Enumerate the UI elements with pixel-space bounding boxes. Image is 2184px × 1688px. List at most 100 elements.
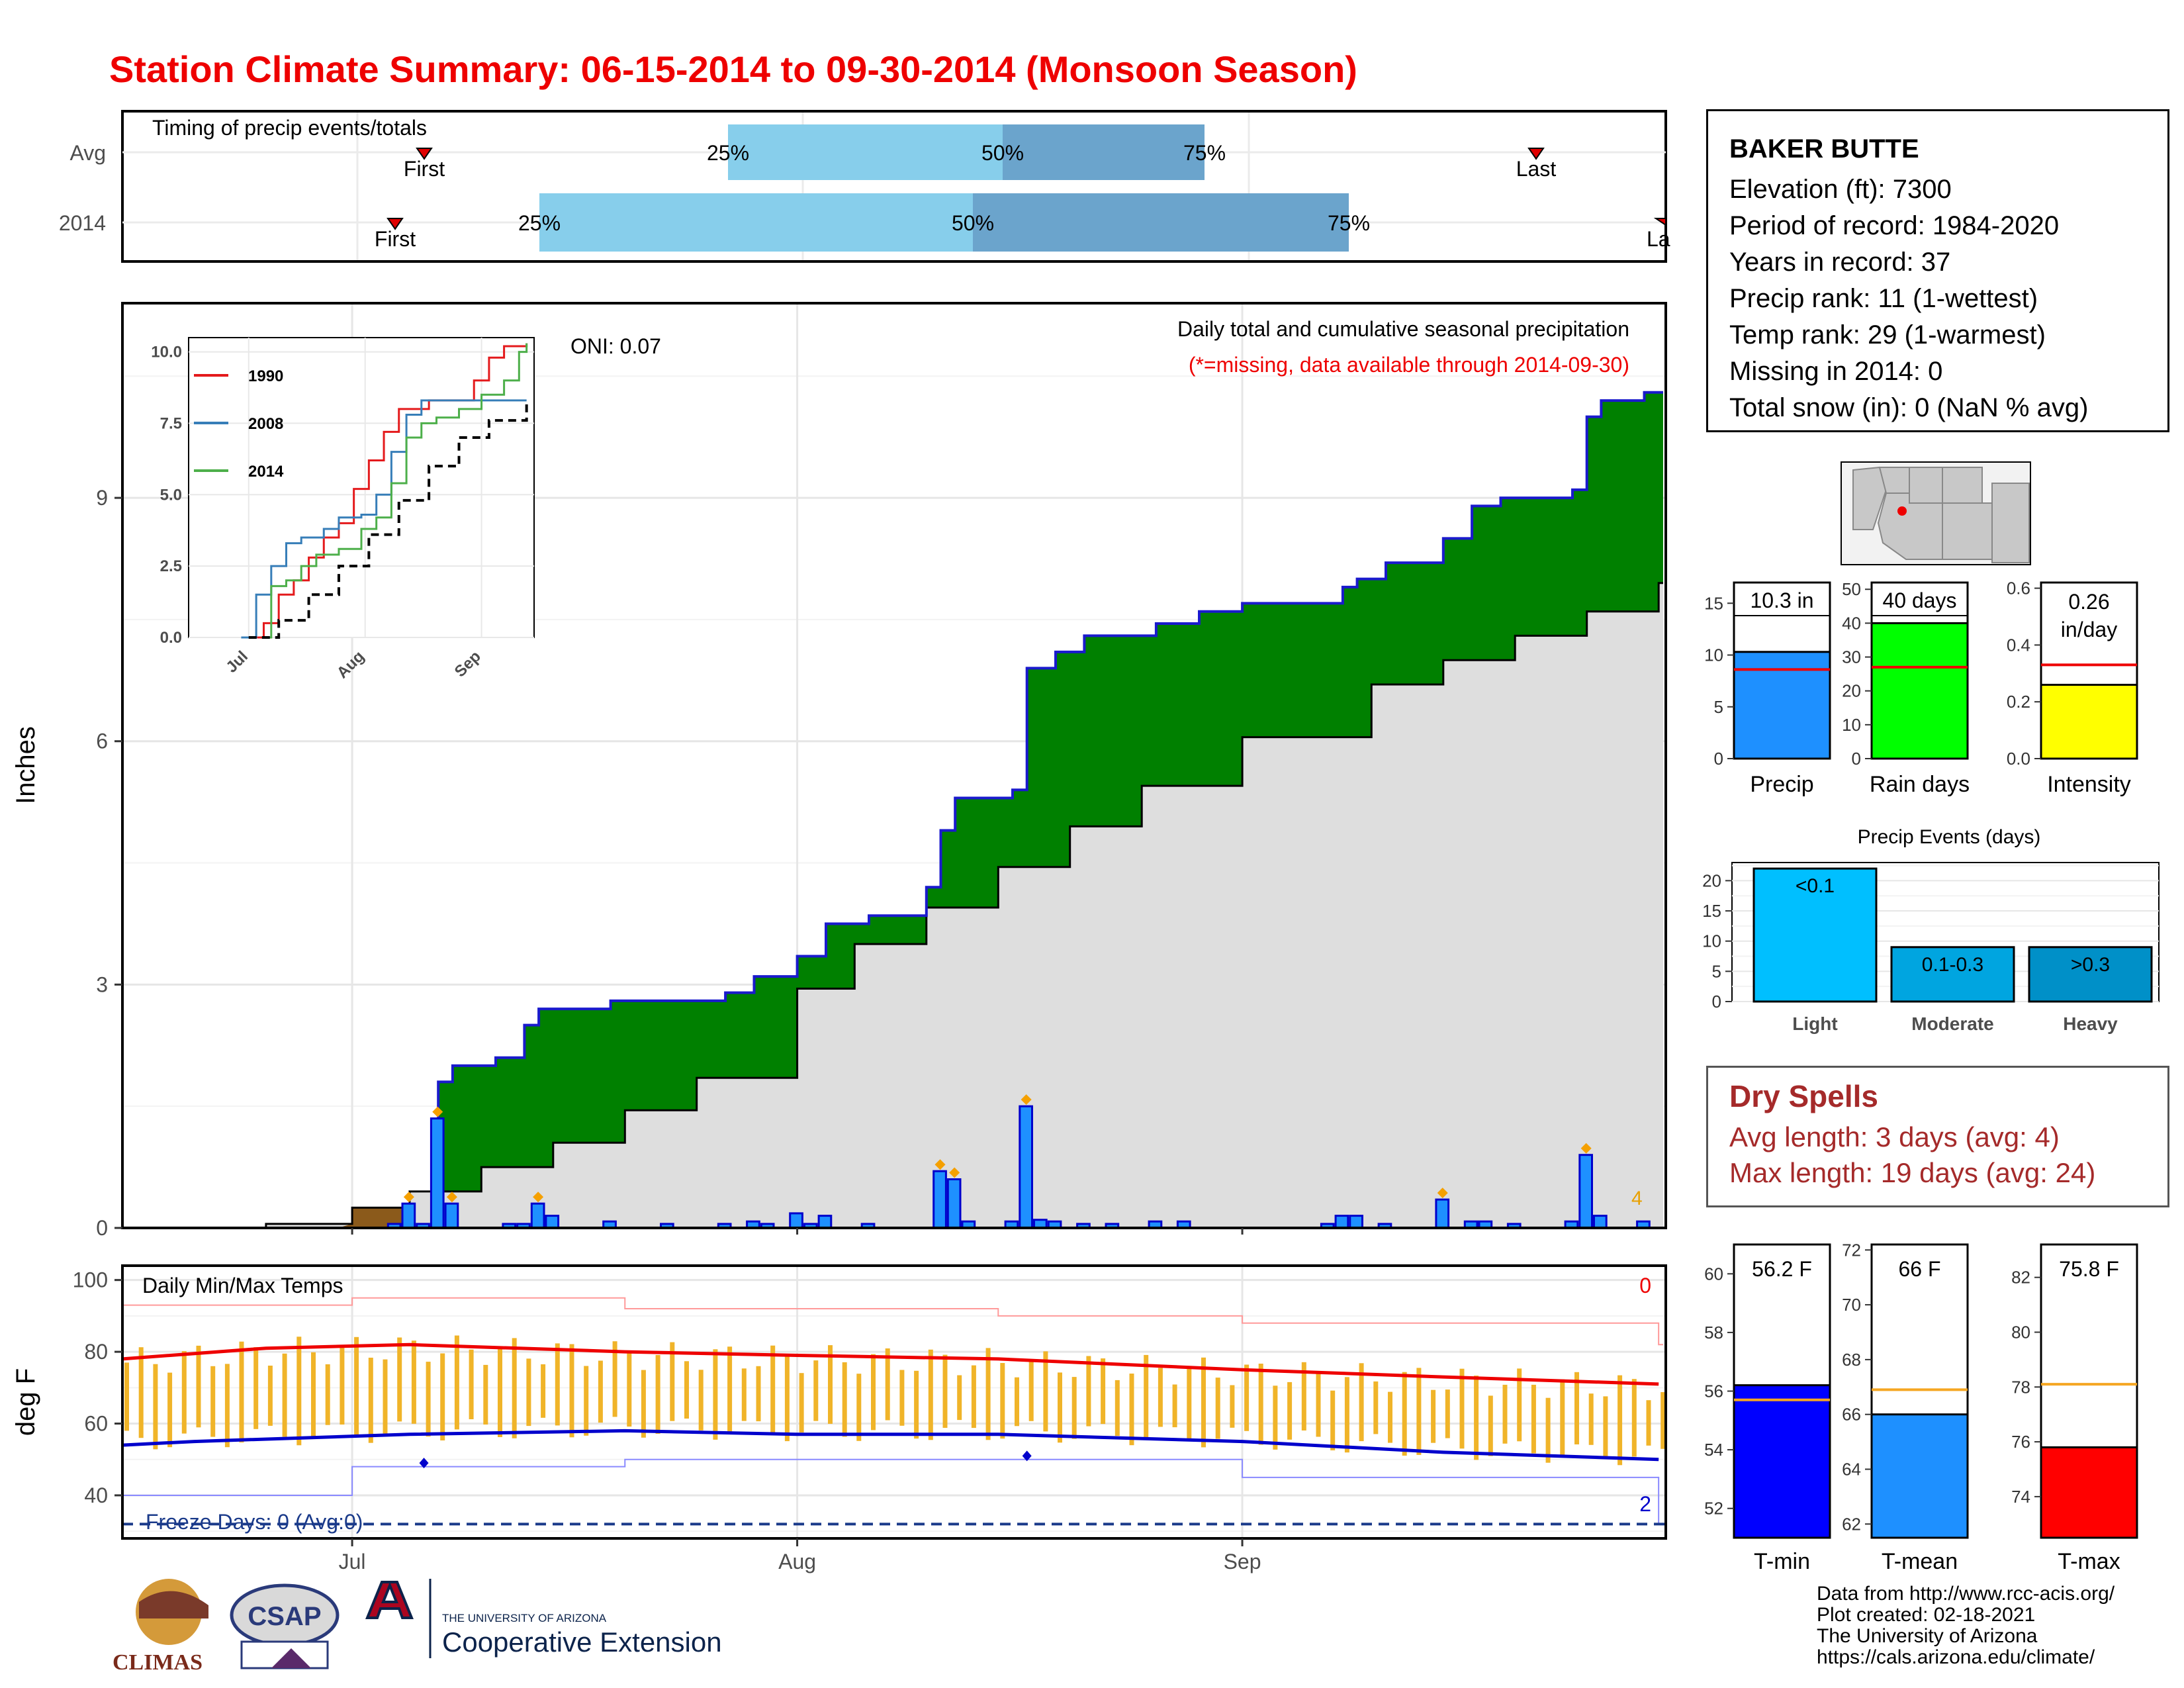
summary-value-unit: in/day xyxy=(2061,618,2117,641)
events-bar xyxy=(1752,867,1878,1003)
timing-avg-bar-50-75 xyxy=(1003,124,1205,180)
station-snow: Total snow (in): 0 (NaN % avg) xyxy=(1729,393,2089,422)
temp-daily-range-bar xyxy=(541,1364,546,1418)
temp-daily-range-bar xyxy=(741,1368,747,1421)
temp-daily-range-bar xyxy=(167,1372,173,1448)
station-precip-rank: Precip rank: 11 (1-wettest) xyxy=(1729,284,2038,313)
dry-spells-title: Dry Spells xyxy=(1729,1079,1878,1113)
temp-daily-range-bar xyxy=(1287,1382,1293,1440)
timing-2014-p50: 50% xyxy=(952,211,994,235)
credits: Data from http://www.rcc-acis.org/ Plot … xyxy=(1817,1583,2115,1668)
temp-y-label: deg F xyxy=(11,1368,40,1436)
temp-daily-range-bar xyxy=(655,1355,660,1434)
daily-precip-bar xyxy=(430,1117,445,1229)
events-y-tick-label: 20 xyxy=(1702,870,1721,890)
inset-gridlines xyxy=(189,338,534,638)
events-y-tick-label: 5 xyxy=(1712,961,1721,981)
month-tick-label: Aug xyxy=(778,1550,816,1573)
events-bar-label: <0.1 xyxy=(1796,875,1835,897)
temp-daily-range-bar xyxy=(1661,1392,1666,1449)
temp-daily-range-bar xyxy=(397,1337,402,1422)
temp-daily-range-bar xyxy=(942,1354,948,1428)
precip-y-axis: 0 3 6 9 xyxy=(96,486,122,1240)
record-max-line xyxy=(122,1297,1663,1346)
temp-daily-range-bar xyxy=(727,1346,733,1434)
temp-daily-range-bar xyxy=(296,1336,302,1446)
daily-precip-max-marker xyxy=(533,1192,544,1203)
summary-y-tick-label: 0 xyxy=(1852,749,1861,769)
summary-y-tick-label: 0.0 xyxy=(2007,749,2030,769)
inset-line-1990 xyxy=(248,343,528,639)
daily-precip-bar xyxy=(789,1212,803,1229)
temp-daily-range-bar xyxy=(1316,1372,1321,1437)
temp-daily-range-bar xyxy=(368,1358,373,1443)
temp-daily-range-bar xyxy=(842,1362,847,1437)
dry-spells-max: Max length: 19 days (avg: 24) xyxy=(1729,1157,2096,1188)
temp-summary-y-tick-label: 82 xyxy=(2011,1268,2030,1288)
temp-panel-frame xyxy=(121,1264,1667,1540)
station-info-box: BAKER BUTTE Elevation (ft): 7300 Period … xyxy=(1706,109,2169,432)
temp-daily-range-bar xyxy=(784,1354,790,1442)
temp-daily-range-bar xyxy=(1445,1389,1450,1438)
temp-daily-range-bar xyxy=(770,1345,776,1434)
precip-data-note: (*=missing, data available through 2014-… xyxy=(1189,353,1629,377)
summary-y-tick-label: 50 xyxy=(1842,579,1861,599)
inset-frame xyxy=(188,337,535,638)
daily-precip-max-marker xyxy=(934,1159,946,1170)
temp-y-tick-label: 40 xyxy=(84,1483,108,1507)
temp-daily-range-bar xyxy=(1158,1368,1163,1427)
summary-y-tick-label: 0.6 xyxy=(2007,579,2030,598)
temp-summary-y-tick-label: 66 xyxy=(1842,1405,1861,1425)
daily-precip-bar xyxy=(1578,1154,1594,1229)
temp-summary-y-tick-label: 78 xyxy=(2011,1377,2030,1397)
daily-precip-bar xyxy=(933,1170,947,1229)
summary-bar-label: Precip xyxy=(1750,772,1813,797)
cumulative-average-line xyxy=(122,582,1663,1229)
climas-logo: CLIMAS xyxy=(113,1579,208,1675)
temp-daily-range-bar xyxy=(1631,1379,1637,1457)
timing-2014-first-label: First xyxy=(375,227,416,251)
temp-daily-range-bar xyxy=(670,1342,675,1421)
precip-events-chart: Precip Events (days) 0 5 10 15 20 <0.1 Light 0.… xyxy=(1702,826,2160,1034)
summary-y-tick-label: 0 xyxy=(1714,749,1723,769)
temp-daily-range-bar xyxy=(1115,1380,1120,1436)
temp-summary-value-label: 66 F xyxy=(1898,1257,1940,1281)
temp-daily-range-bar xyxy=(1058,1372,1062,1443)
month-axis: Jul Aug Sep xyxy=(339,1228,1261,1573)
cumulative-average-area xyxy=(122,583,1663,1228)
page-title: Station Climate Summary: 06-15-2014 to 0… xyxy=(109,48,1357,90)
temp-daily-range-bar xyxy=(1459,1368,1465,1449)
temp-daily-range-bar xyxy=(1488,1395,1493,1456)
summary-bar-label: Rain days xyxy=(1870,772,1970,797)
events-bar-label: >0.3 xyxy=(2071,954,2110,976)
temp-daily-range-bar xyxy=(684,1361,689,1419)
temp-daily-range-bar xyxy=(1015,1377,1019,1427)
summary-value-label: 10.3 in xyxy=(1750,588,1813,612)
temp-daily-range-bar xyxy=(512,1338,517,1438)
dry-spells-avg: Avg length: 3 days (avg: 4) xyxy=(1729,1121,2060,1152)
station-period: Period of record: 1984-2020 xyxy=(1729,211,2060,240)
temp-daily-range-bar xyxy=(1359,1363,1364,1442)
precip-y-tick-label: 9 xyxy=(96,486,108,510)
inset-y-tick-label: 2.5 xyxy=(160,557,182,575)
daily-precip-max-marker xyxy=(432,1106,443,1117)
temp-daily-range-bar xyxy=(181,1351,187,1434)
temp-daily-range-bar xyxy=(713,1349,718,1440)
temp-daily-range-bar xyxy=(1531,1384,1536,1454)
temp-summary-bar xyxy=(2040,1446,2138,1539)
events-bar-label: 0.1-0.3 xyxy=(1922,954,1983,976)
inset-legend-label: 2014 xyxy=(248,463,284,481)
average-min-line xyxy=(122,1429,1659,1462)
timing-2014-last-marker xyxy=(1653,218,1666,226)
temp-daily-range-bar xyxy=(1043,1351,1048,1432)
credits-line-2: Plot created: 02-18-2021 xyxy=(1817,1604,2036,1626)
inset-y-tick-label: 7.5 xyxy=(160,414,182,432)
locator-map xyxy=(1841,461,2031,565)
summary-y-tick-label: 10 xyxy=(1704,645,1723,665)
timing-panel: Timing of precip events/totals Avg 2014 … xyxy=(59,110,1670,263)
temp-daily-range-bar xyxy=(1474,1376,1479,1460)
summary-value-label: 40 days xyxy=(1882,588,1956,612)
daily-precip-bar xyxy=(530,1202,545,1229)
timing-avg-first-label: First xyxy=(404,157,445,181)
